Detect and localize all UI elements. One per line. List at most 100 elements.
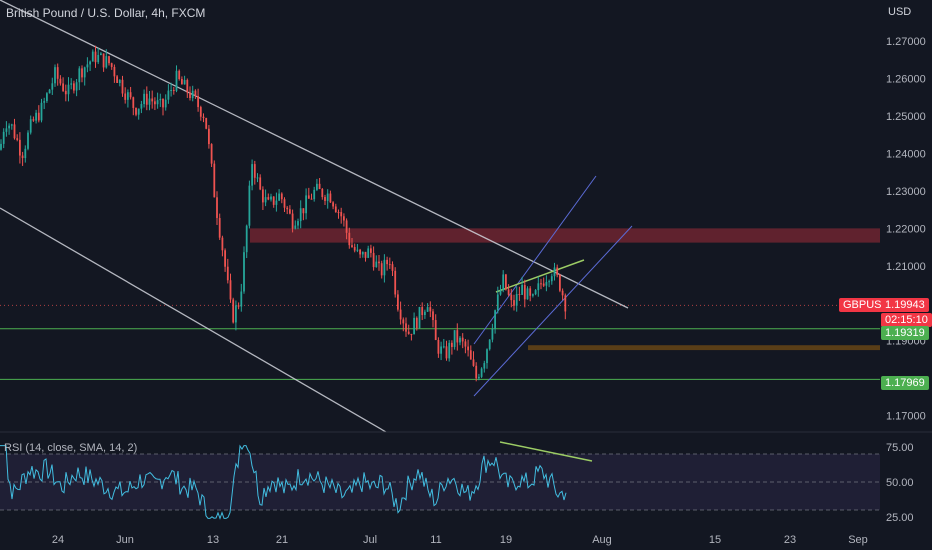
candle-body: [467, 346, 469, 351]
candle-body: [513, 300, 515, 306]
price-divergence-line: [495, 259, 585, 293]
candle-body: [197, 96, 199, 108]
candle-body: [89, 61, 91, 65]
candle-body: [526, 288, 529, 300]
candle-body: [83, 67, 86, 78]
candle-body: [243, 252, 245, 292]
candle-body: [529, 288, 532, 296]
candle-body: [418, 307, 421, 329]
candle-body: [67, 84, 70, 95]
candle-body: [523, 284, 526, 300]
candle-body: [272, 196, 275, 205]
candle-body: [375, 261, 378, 268]
candle-body: [278, 193, 280, 201]
candle-body: [121, 79, 124, 94]
time-tick-label: 19: [500, 534, 512, 546]
candle-body: [483, 363, 486, 369]
candle-body: [518, 293, 521, 295]
time-tick-label: 24: [52, 534, 64, 546]
candle-body: [62, 83, 64, 91]
currency-label: USD: [888, 6, 912, 18]
rsi-line: [0, 444, 567, 520]
candle-body: [326, 193, 329, 201]
candle-body: [343, 216, 345, 221]
time-tick-label: 15: [709, 534, 721, 546]
candle-body: [405, 323, 407, 332]
candle-body: [170, 89, 172, 91]
candle-body: [356, 249, 359, 251]
candle-body: [440, 346, 442, 354]
ticker-tag: GBPUSD: [839, 298, 894, 312]
candle-body: [270, 196, 272, 200]
candle-body: [321, 189, 324, 198]
candle-body: [548, 281, 550, 283]
candle-body: [159, 98, 162, 101]
candle-body: [102, 53, 105, 68]
candle-body: [442, 346, 445, 348]
price-tick-label: 1.17000: [886, 411, 926, 423]
candle-body: [210, 144, 213, 164]
candle-body: [434, 320, 437, 340]
candle-body: [337, 212, 340, 214]
candle-body: [124, 93, 127, 100]
candle-body: [37, 112, 40, 121]
candle-body: [318, 183, 321, 190]
chart-title: British Pound / U.S. Dollar, 4h, FXCM: [6, 6, 206, 20]
candle-body: [178, 70, 181, 80]
candle-body: [372, 252, 375, 268]
candle-body: [367, 248, 370, 258]
candle-body: [291, 213, 294, 229]
resistance-zone: [250, 228, 880, 243]
candle-body: [426, 307, 429, 312]
candle-body: [402, 319, 405, 324]
candle-body: [545, 282, 548, 286]
candle-body: [175, 70, 178, 91]
candle-body: [559, 274, 561, 291]
candle-body: [299, 208, 302, 222]
candle-body: [94, 51, 97, 63]
candle-body: [359, 249, 361, 255]
countdown-tag: 02:15:10: [881, 313, 932, 327]
price-tick-label: 1.21000: [886, 261, 926, 273]
candle-body: [451, 342, 453, 348]
candle-body: [394, 270, 397, 295]
candle-body: [437, 339, 440, 354]
candle-body: [494, 310, 496, 329]
candle-body: [202, 116, 205, 118]
candle-body: [148, 98, 151, 105]
candle-body: [164, 99, 167, 108]
candle-body: [388, 264, 391, 266]
candle-body: [235, 305, 237, 323]
candle-body: [240, 291, 243, 307]
candle-body: [391, 264, 394, 271]
candle-body: [424, 311, 426, 316]
candle-body: [108, 56, 110, 64]
candle-body: [19, 139, 21, 156]
channel-upper: [473, 175, 597, 345]
candle-body: [507, 289, 510, 295]
candle-body: [491, 328, 494, 340]
candle-body: [167, 90, 170, 100]
candle-body: [475, 365, 478, 379]
candle-body: [521, 284, 523, 295]
candle-body: [307, 195, 310, 199]
candle-body: [135, 107, 137, 115]
candle-body: [353, 247, 356, 251]
candle-body: [213, 163, 216, 198]
candle-body: [251, 164, 253, 186]
candle-body: [502, 274, 505, 291]
channel-lower: [473, 225, 633, 397]
candle-body: [407, 331, 410, 334]
candle-body: [305, 195, 307, 214]
rsi-tick-label: 25.00: [886, 512, 914, 524]
support-2-tag: 1.17969: [881, 376, 929, 390]
candle-body: [75, 82, 78, 91]
candle-body: [256, 177, 259, 179]
candle-body: [488, 339, 491, 350]
time-tick-label: Jun: [116, 534, 134, 546]
candle-body: [316, 183, 318, 190]
candle-body: [143, 93, 145, 105]
candle-body: [110, 63, 113, 67]
candle-body: [280, 193, 283, 200]
